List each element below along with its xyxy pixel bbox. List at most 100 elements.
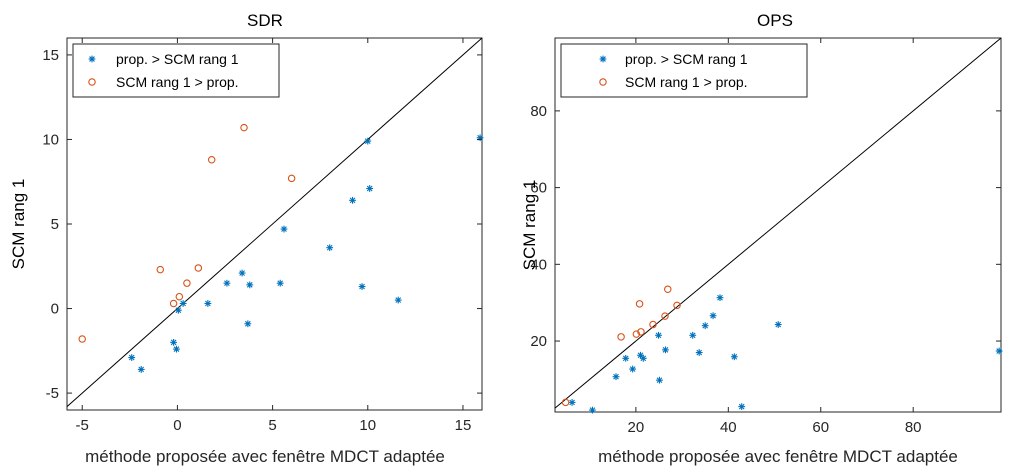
sdr-legend-asterisk-mark (88, 55, 96, 63)
sdr-x-tick-label: 10 (359, 417, 376, 434)
ops-point-asterisk (639, 354, 647, 362)
ops-point-asterisk (568, 399, 576, 406)
sdr-points (78, 123, 484, 373)
sdr-y-ticks: -5 0 5 10 15 (42, 47, 482, 402)
sdr-panel: SDR -5 0 5 10 15 -5 0 5 10 15 méthode proposée a… (9, 11, 484, 466)
ops-legend-asterisk-mark (599, 55, 607, 63)
ops-x-axis-label: méthode proposée avec fenêtre MDCT adapt… (598, 447, 958, 466)
sdr-y-tick-label: 5 (51, 216, 59, 233)
sdr-point-asterisk (238, 269, 246, 277)
sdr-x-tick-label: 15 (455, 417, 472, 434)
sdr-legend-box (72, 43, 280, 98)
sdr-point-asterisk (223, 279, 231, 287)
sdr-x-tick-label: -5 (76, 417, 89, 434)
ops-panel: OPS 20 40 60 80 20 40 60 80 méthode proposée a… (520, 11, 1003, 466)
sdr-point-asterisk (276, 279, 284, 287)
ops-y-tick-label: 60 (530, 180, 547, 197)
ops-x-tick-label: 80 (905, 419, 922, 436)
ops-point-asterisk (774, 321, 782, 328)
ops-point-circle (637, 328, 645, 336)
sdr-point-circle (183, 279, 191, 287)
ops-point-asterisk (629, 365, 637, 373)
sdr-x-ticks: -5 0 5 10 15 (76, 38, 472, 434)
ops-point-circle (635, 300, 644, 308)
sdr-point-asterisk (128, 354, 136, 361)
sdr-point-asterisk (476, 134, 484, 142)
sdr-y-axis-label: SCM rang 1 (9, 179, 28, 270)
sdr-x-tick-label: 5 (268, 417, 276, 434)
sdr-point-circle (169, 299, 178, 308)
ops-point-asterisk (716, 294, 724, 302)
ops-x-tick-label: 40 (720, 419, 737, 436)
sdr-legend-label-1: prop. > SCM rang 1 (116, 51, 239, 67)
ops-legend: prop. > SCM rang 1 SCM rang 1 > prop. (560, 43, 808, 98)
ops-point-asterisk (612, 373, 620, 381)
sdr-point-asterisk (394, 296, 402, 304)
ops-point-circle (649, 320, 657, 329)
sdr-point-circle (240, 123, 248, 132)
sdr-x-axis-label: méthode proposée avec fenêtre MDCT adapt… (85, 447, 445, 466)
sdr-point-asterisk (364, 137, 372, 145)
sdr-point-circle (78, 335, 86, 343)
sdr-point-circle (175, 292, 184, 301)
ops-legend-asterisk-icon (599, 55, 607, 63)
ops-point-circle (661, 312, 669, 320)
ops-point-asterisk (622, 354, 630, 362)
ops-point-asterisk (995, 347, 1003, 355)
sdr-point-asterisk (246, 281, 254, 289)
sdr-point-asterisk (244, 320, 252, 328)
ops-y-tick-label: 40 (530, 256, 547, 273)
ops-y-tick-label: 20 (530, 333, 547, 350)
sdr-legend-circle-mark (88, 78, 96, 86)
sdr-point-circle (287, 174, 296, 183)
ops-legend-label-2: SCM rang 1 > prop. (625, 74, 748, 90)
sdr-x-tick-label: 0 (173, 417, 181, 434)
sdr-point-asterisk (170, 338, 178, 346)
sdr-legend-label-2: SCM rang 1 > prop. (116, 74, 239, 90)
ops-legend-box (560, 43, 808, 98)
ops-point-circle (632, 330, 641, 338)
ops-point-asterisk (689, 331, 697, 339)
sdr-point-asterisk (137, 366, 145, 373)
sdr-point-asterisk (179, 300, 187, 307)
sdr-point-asterisk (204, 300, 212, 307)
sdr-identity-line (66, 37, 483, 407)
sdr-point-asterisk (366, 185, 374, 192)
ops-point-circle (617, 333, 625, 341)
sdr-point-asterisk (349, 196, 356, 204)
ops-point-circle (664, 285, 672, 294)
ops-point-asterisk (656, 376, 663, 384)
sdr-y-tick-label: 10 (42, 131, 59, 148)
ops-point-asterisk (589, 406, 596, 414)
ops-x-ticks: 20 40 60 80 (628, 38, 922, 436)
sdr-point-circle (156, 265, 165, 274)
sdr-y-tick-label: 0 (51, 301, 59, 318)
ops-title: OPS (757, 11, 793, 30)
sdr-legend: prop. > SCM rang 1 SCM rang 1 > prop. (72, 43, 280, 98)
ops-y-tick-label: 80 (530, 103, 547, 120)
sdr-point-circle (194, 264, 203, 272)
ops-identity-line (554, 37, 1002, 409)
sdr-y-tick-label: -5 (46, 385, 59, 402)
ops-point-asterisk (738, 403, 746, 411)
ops-x-tick-label: 20 (628, 419, 645, 436)
ops-point-asterisk (662, 346, 669, 354)
sdr-title: SDR (247, 11, 283, 30)
sdr-point-asterisk (173, 345, 180, 353)
ops-point-circle (673, 301, 681, 310)
sdr-legend-asterisk-icon (88, 55, 96, 63)
ops-legend-circle-mark (599, 78, 607, 86)
ops-x-tick-label: 60 (812, 419, 829, 436)
sdr-legend-circle-icon (88, 78, 96, 86)
sdr-y-tick-label: 15 (42, 47, 59, 64)
ops-legend-circle-icon (599, 78, 607, 86)
sdr-diagonal (66, 37, 483, 407)
ops-point-asterisk (701, 322, 709, 330)
sdr-point-asterisk (174, 306, 182, 314)
ops-diagonal (554, 37, 1002, 409)
sdr-point-asterisk (280, 225, 288, 233)
ops-points (561, 285, 1003, 414)
ops-y-axis-label: SCM rang 1 (520, 180, 539, 271)
sdr-point-circle (207, 155, 216, 164)
